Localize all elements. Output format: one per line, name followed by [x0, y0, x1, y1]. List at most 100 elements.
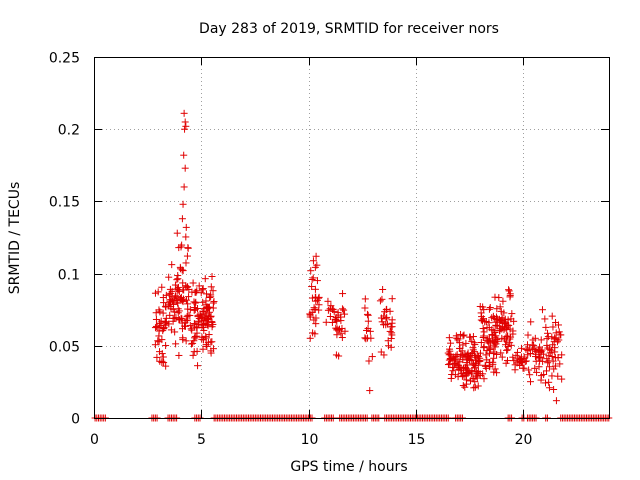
data-point-outlier [179, 200, 187, 208]
data-point-outlier [180, 109, 188, 117]
data-point [479, 333, 487, 341]
data-point [470, 339, 478, 347]
data-point [378, 318, 386, 326]
data-point [185, 293, 193, 301]
data-point [531, 346, 539, 354]
data-point [324, 297, 332, 305]
data-point [459, 382, 467, 390]
x-tick-label: 5 [197, 432, 206, 448]
data-point [179, 267, 187, 275]
data-point [199, 345, 207, 353]
data-point [540, 350, 548, 358]
data-point [447, 339, 455, 347]
data-point [199, 323, 207, 331]
data-point [494, 337, 502, 345]
y-tick-label: 0.2 [58, 123, 80, 139]
x-tick-label: 20 [515, 432, 533, 448]
data-point [183, 296, 191, 304]
data-point [508, 310, 516, 318]
data-point [151, 289, 159, 297]
data-point [485, 343, 493, 351]
data-point [156, 348, 164, 356]
data-point [545, 378, 553, 386]
data-point [178, 325, 186, 333]
data-point [199, 285, 207, 293]
data-point [548, 312, 556, 320]
data-point [331, 315, 339, 323]
data-point [550, 365, 558, 373]
data-point [479, 325, 487, 333]
data-point [205, 331, 213, 339]
data-point [509, 353, 517, 361]
data-point [341, 310, 349, 318]
data-point [542, 379, 550, 387]
data-point [498, 334, 506, 342]
data-point [311, 293, 319, 301]
data-point [152, 315, 160, 323]
data-point [172, 340, 180, 348]
data-point [504, 316, 512, 324]
data-point [470, 384, 478, 392]
data-point [364, 311, 372, 319]
data-point [544, 329, 552, 337]
data-point [466, 333, 474, 341]
data-point [308, 283, 316, 291]
data-point [471, 383, 479, 391]
data-point [492, 332, 500, 340]
data-point [190, 320, 198, 328]
data-point [552, 329, 560, 337]
data-point [322, 318, 330, 326]
data-point [161, 318, 169, 326]
data-point [492, 322, 500, 330]
data-point [165, 320, 173, 328]
data-point [558, 375, 566, 383]
data-point-outlier [366, 387, 374, 395]
data-point [387, 323, 395, 331]
data-point [543, 341, 551, 349]
data-point [479, 370, 487, 378]
x-tick-label: 10 [301, 432, 319, 448]
data-point [517, 344, 525, 352]
data-point [308, 276, 316, 284]
data-point-outlier [180, 151, 188, 159]
data-point [447, 374, 455, 382]
data-point [454, 358, 462, 366]
data-point [326, 312, 334, 320]
data-point [525, 366, 533, 374]
data-point [461, 383, 469, 391]
data-point [504, 346, 512, 354]
data-point [474, 382, 482, 390]
data-point [512, 351, 520, 359]
data-point [548, 333, 556, 341]
data-point [207, 283, 215, 291]
data-point [191, 299, 199, 307]
data-point [500, 309, 508, 317]
data-point [532, 347, 540, 355]
data-point [388, 331, 396, 339]
data-point [313, 277, 321, 285]
data-point [382, 321, 390, 329]
data-point [545, 352, 553, 360]
data-point-outlier [180, 183, 188, 191]
data-point [361, 334, 369, 342]
data-point [309, 257, 317, 265]
data-point-outlier [181, 125, 189, 133]
data-point-outlier [312, 252, 320, 260]
data-point-outlier [505, 287, 513, 295]
data-point [207, 293, 215, 301]
data-point [191, 304, 199, 312]
data-point [308, 294, 316, 302]
data-point [383, 313, 391, 321]
data-point [174, 272, 182, 280]
data-point [186, 305, 194, 313]
data-point [209, 287, 217, 295]
data-point [513, 348, 521, 356]
data-point [363, 310, 371, 318]
data-point [469, 344, 477, 352]
data-point [454, 335, 462, 343]
data-point [169, 300, 177, 308]
data-point [184, 244, 192, 252]
data-point [202, 341, 210, 349]
data-point [444, 361, 452, 369]
data-point [486, 358, 494, 366]
